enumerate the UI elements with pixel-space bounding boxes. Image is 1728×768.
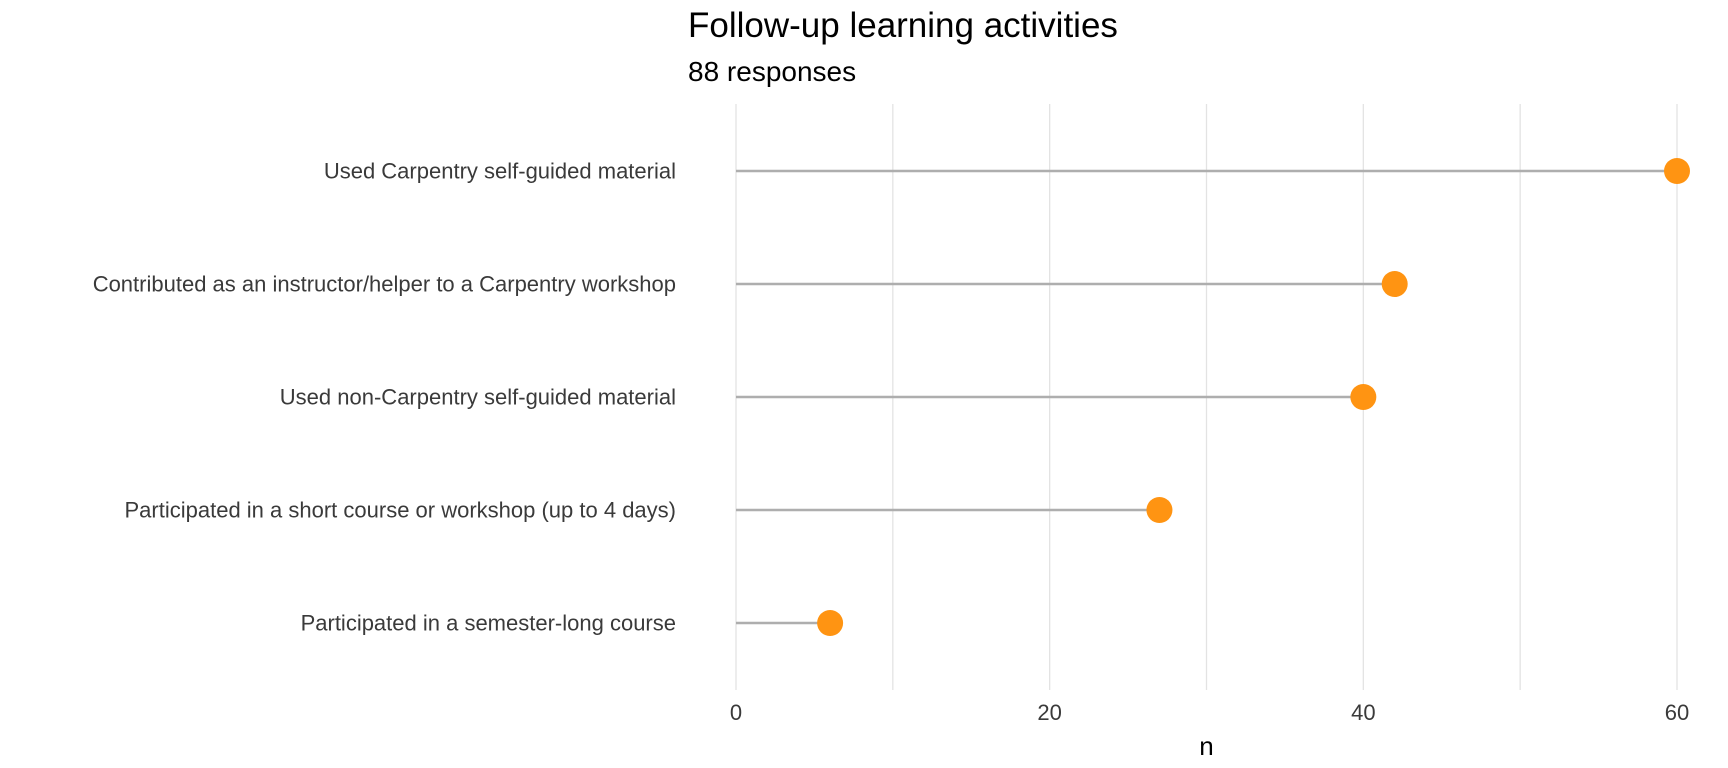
- x-tick-label: 60: [1665, 700, 1689, 725]
- x-tick-labels: 0 20 40 60: [730, 700, 1689, 725]
- x-tick-label: 40: [1351, 700, 1375, 725]
- data-point: [1381, 271, 1408, 297]
- chart-title: Follow-up learning activities: [688, 6, 1118, 45]
- points: [817, 158, 1690, 636]
- x-tick-label: 0: [730, 700, 742, 725]
- category-label: Participated in a short course or worksh…: [125, 498, 677, 523]
- stems: [736, 169, 1677, 625]
- data-point: [1350, 384, 1377, 410]
- data-point: [1664, 158, 1690, 184]
- category-label: Used non-Carpentry self-guided material: [280, 385, 676, 410]
- category-label: Participated in a semester-long course: [301, 611, 676, 636]
- category-labels: Used Carpentry self-guided material Contr…: [93, 159, 676, 636]
- x-axis-title: n: [1199, 731, 1213, 761]
- chart-subtitle: 88 responses: [688, 56, 857, 87]
- category-label: Used Carpentry self-guided material: [324, 159, 676, 184]
- data-point: [1146, 497, 1173, 523]
- x-tick-label: 20: [1037, 700, 1061, 725]
- category-label: Contributed as an instructor/helper to a…: [93, 272, 676, 297]
- data-point: [817, 610, 844, 636]
